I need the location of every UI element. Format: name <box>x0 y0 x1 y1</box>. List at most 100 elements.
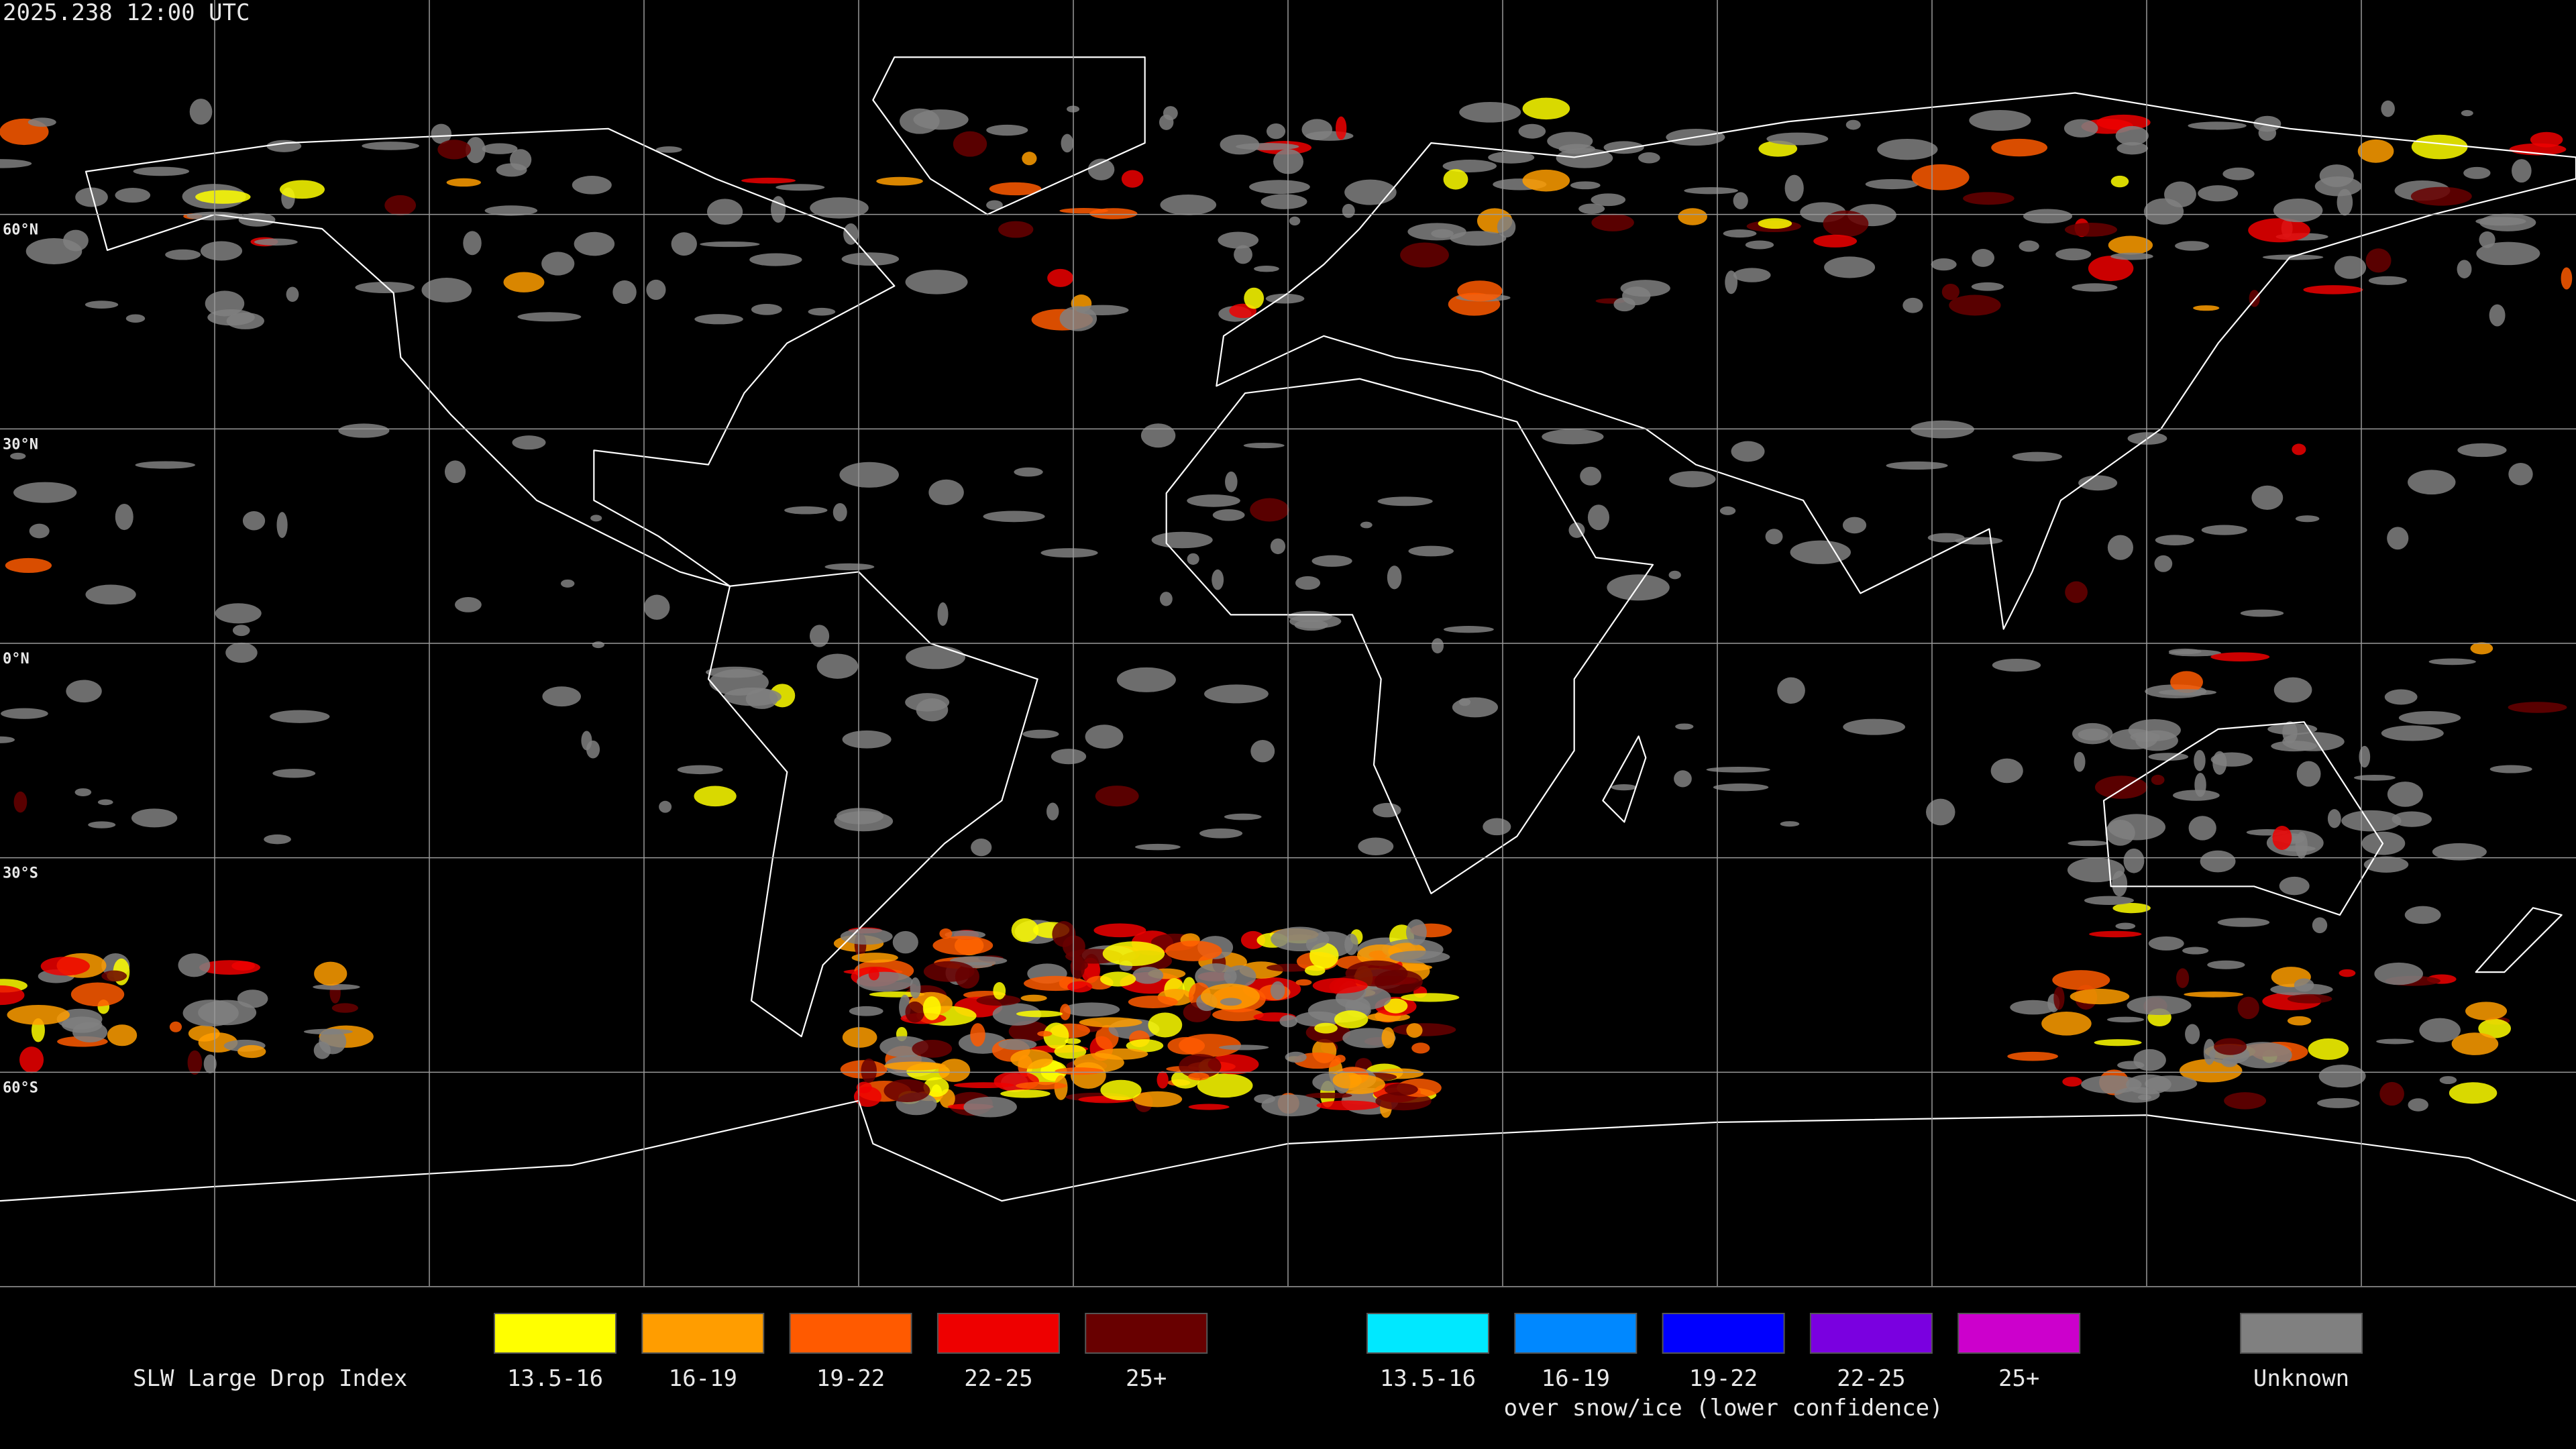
cloud-patch <box>700 241 760 248</box>
cloud-patch <box>19 1046 44 1073</box>
cloud-patch <box>1865 178 1919 190</box>
cloud-patch <box>1381 1027 1395 1049</box>
cloud-patch <box>331 1003 358 1013</box>
cloud-patch <box>1234 245 1252 264</box>
cloud-patch <box>1972 249 1994 267</box>
legend-swatch <box>641 1313 765 1354</box>
cloud-patch <box>1243 442 1285 449</box>
cloud-patch <box>1132 967 1164 984</box>
legend-label: 25+ <box>1998 1365 2039 1392</box>
cloud-patch <box>2074 751 2086 772</box>
cloud-patch <box>1335 116 1347 140</box>
cloud-patch <box>10 452 26 460</box>
cloud-patch <box>1780 821 1800 827</box>
cloud-patch <box>1288 610 1332 623</box>
cloud-patch <box>655 146 682 153</box>
cloud-patch <box>2479 231 2496 248</box>
cloud-patch <box>1312 977 1368 994</box>
cloud-patch <box>1187 553 1199 565</box>
cloud-patch <box>1941 283 1960 301</box>
cloud-patch <box>1295 1011 1342 1027</box>
cloud-patch <box>2158 689 2217 696</box>
cloud-patch <box>1197 1073 1253 1098</box>
cloud-patch <box>840 928 893 945</box>
cloud-patch <box>1095 786 1139 807</box>
cloud-patch <box>1765 529 1783 545</box>
cloud-patch <box>2387 527 2409 550</box>
cloud-patch <box>2133 1049 2166 1071</box>
cloud-patch <box>1218 231 1259 249</box>
cloud-patch <box>355 282 415 294</box>
cloud-patch <box>5 557 52 574</box>
cloud-patch <box>953 1082 1014 1089</box>
cloud-patch <box>1927 533 1965 543</box>
cloud-patch <box>237 1044 266 1059</box>
legend-swatch <box>1366 1313 1489 1354</box>
cloud-patch <box>1969 110 2031 131</box>
legend-swatch <box>494 1313 616 1354</box>
cloud-patch <box>1706 767 1770 773</box>
cloud-patch <box>2145 1075 2198 1092</box>
cloud-patch <box>2193 305 2220 311</box>
cloud-patch <box>592 641 604 649</box>
cloud-patch <box>2072 722 2113 745</box>
cloud-patch <box>2478 1018 2511 1038</box>
cloud-patch <box>2410 186 2472 206</box>
cloud-patch <box>2222 167 2255 180</box>
cloud-patch <box>709 669 769 696</box>
cloud-patch <box>115 503 133 531</box>
cloud-patch <box>1522 169 1570 192</box>
cloud-patch <box>2078 475 2118 491</box>
cloud-patch <box>29 523 50 539</box>
cloud-patch <box>1902 297 1923 313</box>
cloud-patch <box>2273 677 2312 703</box>
cloud-patch <box>2041 1012 2092 1036</box>
cloud-patch <box>13 791 28 813</box>
cloud-patch <box>998 1038 1037 1051</box>
cloud-patch <box>1345 960 1408 987</box>
cloud-patch <box>1059 306 1097 331</box>
cloud-patch <box>646 279 666 301</box>
cloud-patch <box>2381 100 2395 117</box>
cloud-patch <box>986 200 1003 210</box>
cloud-patch <box>1684 187 1738 195</box>
cloud-patch <box>542 686 581 707</box>
cloud-patch <box>892 930 918 954</box>
cloud-patch <box>1289 216 1301 226</box>
cloud-patch <box>454 596 482 612</box>
cloud-patch <box>932 936 994 955</box>
legend-caption: over snow/ice (lower confidence) <box>1504 1395 1943 1421</box>
cloud-patch <box>784 506 828 515</box>
cloud-patch <box>2055 248 2092 261</box>
cloud-patch <box>900 108 940 134</box>
cloud-patch <box>1360 521 1373 529</box>
cloud-patch <box>2201 525 2247 535</box>
cloud-patch <box>28 117 56 127</box>
cloud-patch <box>1051 749 1087 765</box>
cloud-patch <box>2271 741 2317 752</box>
coastline <box>85 127 896 587</box>
cloud-patch <box>839 462 899 488</box>
cloud-patch <box>1218 1044 1269 1051</box>
cloud-patch <box>1766 132 1829 146</box>
cloud-patch <box>2089 930 2142 938</box>
cloud-patch <box>2182 947 2209 955</box>
cloud-patch <box>1556 148 1613 168</box>
cloud-patch <box>2357 139 2394 163</box>
cloud-patch <box>1383 998 1408 1014</box>
cloud-patch <box>437 140 472 160</box>
legend-swatch <box>1514 1313 1638 1354</box>
cloud-patch <box>2224 1092 2267 1110</box>
cloud-patch <box>1570 181 1601 190</box>
cloud-patch <box>1204 684 1269 704</box>
cloud-patch <box>905 1001 925 1023</box>
cloud-patch <box>517 312 582 322</box>
cloud-patch <box>1070 955 1085 979</box>
legend-label: 13.5-16 <box>1380 1365 1476 1392</box>
cloud-patch <box>1220 998 1242 1006</box>
cloud-patch <box>1971 282 2004 291</box>
cloud-patch <box>2107 535 2133 560</box>
cloud-patch <box>1016 1010 1063 1018</box>
cloud-patch <box>1087 158 1115 180</box>
cloud-patch <box>1011 918 1039 943</box>
